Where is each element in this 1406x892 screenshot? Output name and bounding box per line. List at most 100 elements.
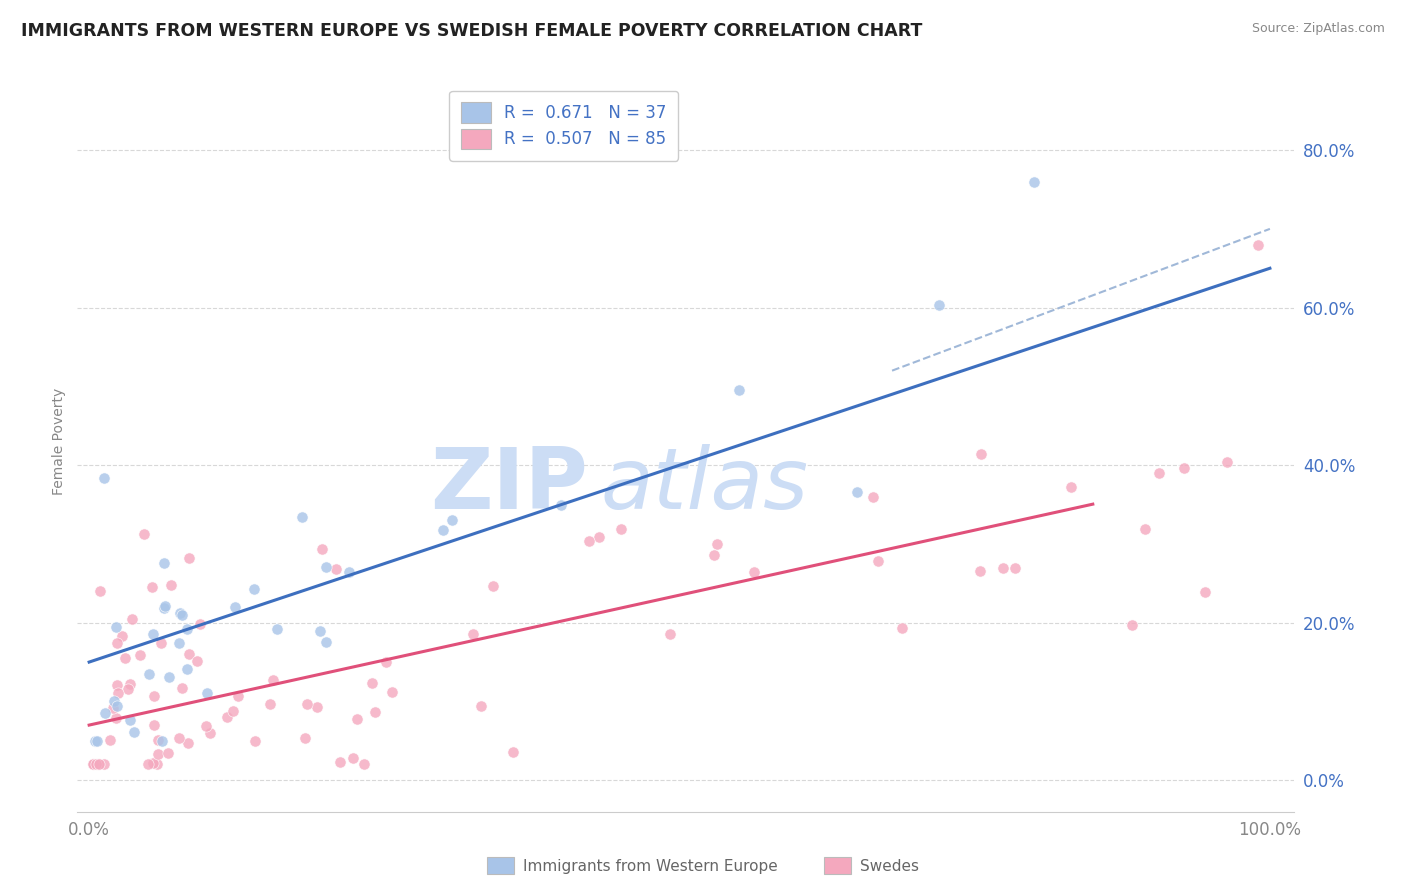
- Point: [87, 757, 110, 772]
- Point: [361, 675, 384, 690]
- Point: [329, 756, 352, 770]
- Point: [862, 491, 884, 505]
- Point: [1247, 237, 1270, 252]
- Point: [259, 697, 281, 711]
- Point: [120, 677, 142, 691]
- Point: [703, 548, 725, 562]
- Point: [325, 562, 347, 576]
- Point: [186, 654, 208, 668]
- Point: [120, 714, 142, 728]
- Point: [291, 509, 314, 524]
- Point: [243, 733, 266, 747]
- Point: [82, 757, 104, 772]
- Point: [146, 732, 169, 747]
- Point: [578, 534, 600, 549]
- Point: [346, 712, 368, 726]
- Point: [134, 527, 156, 541]
- Point: [153, 599, 176, 613]
- Text: ZIP: ZIP: [430, 444, 588, 527]
- Point: [308, 624, 330, 638]
- Point: [195, 719, 218, 733]
- Point: [160, 578, 183, 592]
- Point: [176, 662, 198, 676]
- Point: [103, 694, 125, 708]
- Point: [142, 718, 165, 732]
- Point: [167, 636, 190, 650]
- Point: [176, 623, 198, 637]
- Point: [141, 580, 163, 594]
- Point: [172, 681, 194, 696]
- Point: [262, 673, 284, 687]
- Point: [363, 706, 385, 720]
- Point: [93, 471, 115, 485]
- Point: [169, 607, 191, 621]
- Point: [1173, 461, 1195, 475]
- Point: [93, 757, 115, 772]
- Point: [1133, 522, 1156, 536]
- Point: [105, 620, 128, 634]
- Point: [121, 612, 143, 626]
- Point: [1216, 455, 1239, 469]
- Point: [153, 601, 176, 615]
- Point: [157, 746, 180, 760]
- Point: [1022, 175, 1045, 189]
- Point: [128, 648, 150, 662]
- Point: [294, 731, 316, 745]
- Point: [706, 537, 728, 551]
- Point: [146, 757, 169, 772]
- Point: [432, 524, 454, 538]
- Point: [991, 560, 1014, 574]
- Y-axis label: Female Poverty: Female Poverty: [52, 388, 66, 495]
- Point: [226, 689, 249, 703]
- Point: [86, 734, 108, 748]
- Text: IMMIGRANTS FROM WESTERN EUROPE VS SWEDISH FEMALE POVERTY CORRELATION CHART: IMMIGRANTS FROM WESTERN EUROPE VS SWEDIS…: [21, 22, 922, 40]
- Point: [1060, 480, 1083, 494]
- Point: [142, 627, 165, 641]
- Point: [470, 699, 492, 714]
- Point: [177, 551, 200, 566]
- Point: [89, 584, 111, 599]
- Point: [243, 582, 266, 596]
- Point: [217, 710, 239, 724]
- Point: [82, 757, 104, 772]
- Point: [98, 733, 121, 747]
- Point: [146, 747, 169, 762]
- Point: [550, 498, 572, 512]
- Point: [143, 689, 166, 703]
- Legend: Immigrants from Western Europe, Swedes: Immigrants from Western Europe, Swedes: [481, 851, 925, 880]
- Point: [928, 298, 950, 312]
- Point: [610, 522, 633, 536]
- Point: [177, 648, 200, 662]
- Point: [891, 621, 914, 635]
- Point: [502, 745, 524, 759]
- Point: [188, 616, 211, 631]
- Point: [588, 530, 610, 544]
- Point: [1194, 585, 1216, 599]
- Point: [86, 757, 108, 772]
- Point: [198, 726, 221, 740]
- Point: [295, 698, 318, 712]
- Point: [222, 704, 245, 718]
- Point: [658, 627, 681, 641]
- Point: [481, 579, 503, 593]
- Point: [94, 706, 117, 720]
- Point: [266, 622, 288, 636]
- Point: [381, 685, 404, 699]
- Point: [353, 757, 375, 772]
- Text: atlas: atlas: [600, 444, 808, 527]
- Point: [114, 651, 136, 665]
- Point: [122, 725, 145, 739]
- Point: [105, 636, 128, 650]
- Point: [105, 699, 128, 714]
- Point: [342, 750, 364, 764]
- Point: [105, 678, 128, 692]
- Point: [104, 711, 127, 725]
- Point: [1004, 561, 1026, 575]
- Point: [375, 655, 398, 669]
- Point: [138, 667, 160, 681]
- Point: [970, 447, 993, 461]
- Point: [337, 565, 360, 579]
- Point: [742, 565, 765, 579]
- Point: [311, 541, 333, 556]
- Point: [727, 383, 749, 397]
